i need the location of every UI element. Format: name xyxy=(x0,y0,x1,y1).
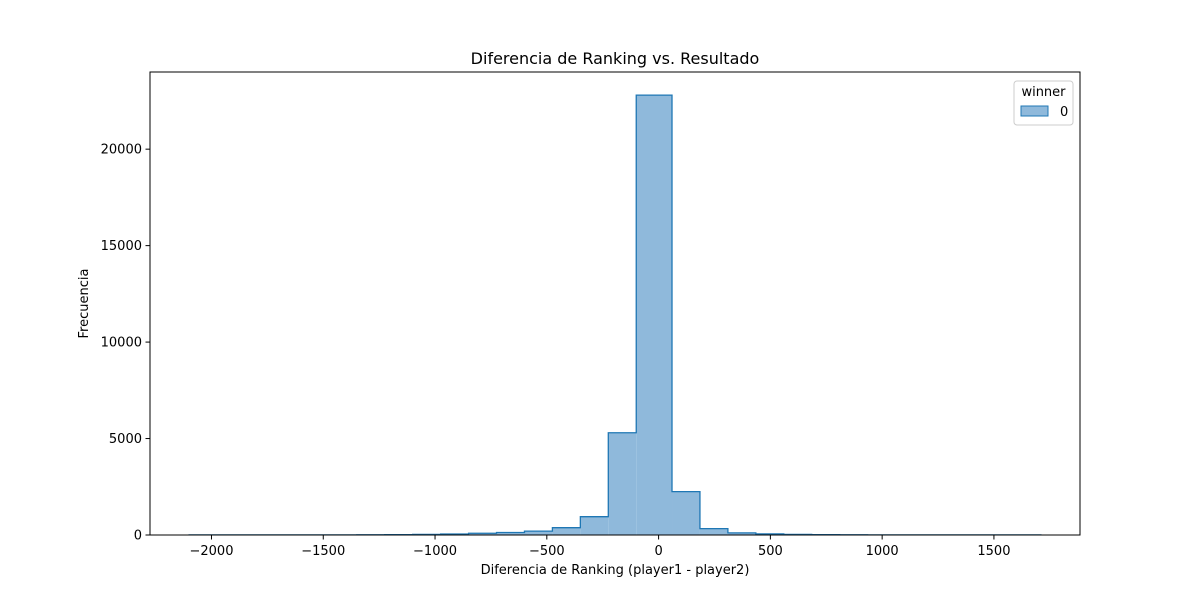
x-tick-label: −2000 xyxy=(189,544,233,559)
y-axis-ticks: 0 5000 10000 15000 20000 xyxy=(101,143,150,544)
plot-frame xyxy=(149,71,1081,536)
legend-entry-label: 0 xyxy=(1060,105,1068,120)
y-tick-label: 10000 xyxy=(101,336,142,351)
histogram-bar xyxy=(699,528,728,535)
x-tick-label: 0 xyxy=(654,544,662,559)
y-tick-label: 15000 xyxy=(101,239,142,254)
histogram-bar xyxy=(580,516,609,535)
legend-swatch xyxy=(1020,105,1049,117)
x-axis-label: Diferencia de Ranking (player1 - player2… xyxy=(481,563,750,578)
histogram-bar xyxy=(552,527,581,535)
histogram-bar xyxy=(496,532,525,535)
legend-title: winner xyxy=(1021,85,1066,100)
x-tick-label: 1000 xyxy=(866,544,899,559)
y-tick-label: 5000 xyxy=(109,432,142,447)
histogram-bar xyxy=(727,532,756,535)
y-axis-label: Frecuencia xyxy=(77,269,92,339)
histogram-bar xyxy=(524,531,553,535)
y-tick-label: 20000 xyxy=(101,143,142,158)
x-tick-label: −500 xyxy=(529,544,565,559)
histogram-bar xyxy=(468,533,497,535)
histogram-bars xyxy=(189,95,1041,536)
y-tick-label: 0 xyxy=(134,529,142,544)
chart-title: Diferencia de Ranking vs. Resultado xyxy=(471,49,760,68)
x-tick-label: −1500 xyxy=(301,544,345,559)
x-tick-label: 1500 xyxy=(977,544,1010,559)
x-tick-label: 500 xyxy=(758,544,783,559)
histogram-bar xyxy=(636,95,673,536)
x-tick-label: −1000 xyxy=(413,544,457,559)
histogram-bar xyxy=(608,432,637,535)
histogram-bar xyxy=(672,491,700,535)
legend: winner 0 xyxy=(1013,80,1074,126)
x-axis-ticks: −2000 −1500 −1000 −500 0 500 1000 1500 xyxy=(189,535,1010,559)
